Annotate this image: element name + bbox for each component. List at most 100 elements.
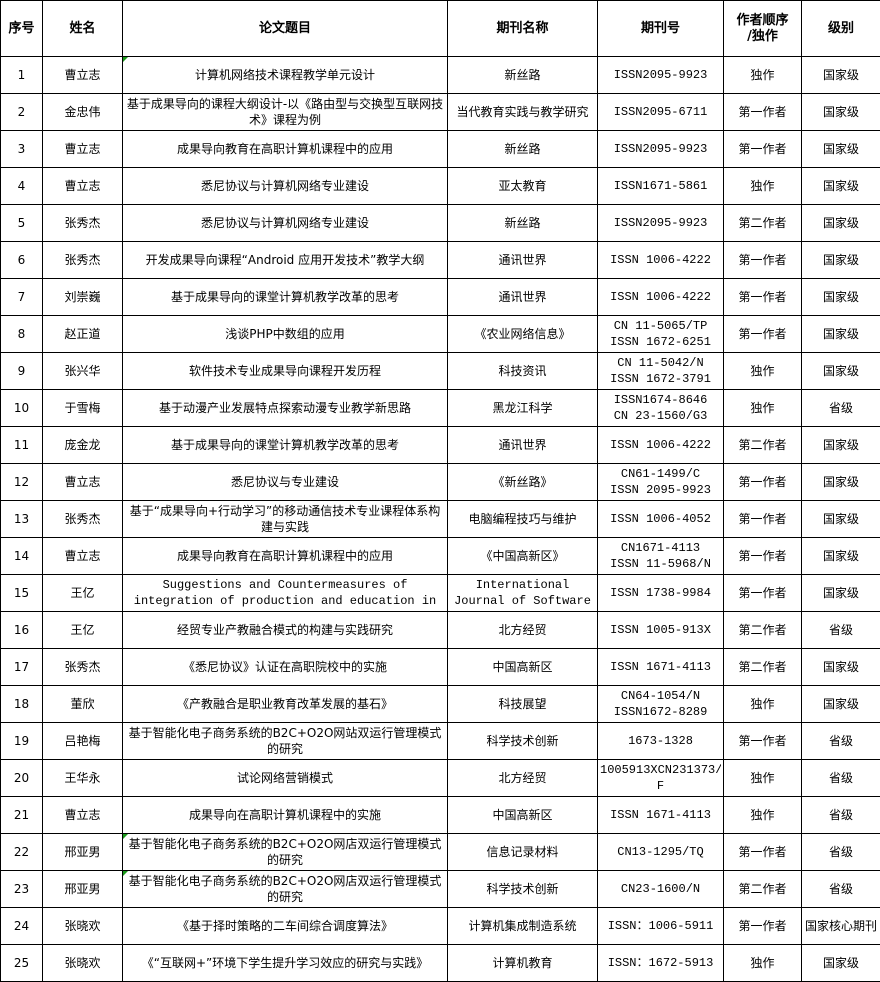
cell-no[interactable]: 1 [0,56,43,94]
cell-journal[interactable]: 北方经贸 [447,759,598,797]
cell-name[interactable]: 张晓欢 [42,944,123,982]
cell-issn[interactable]: ISSN 1671-4113 [597,796,724,834]
cell-title[interactable]: 悉尼协议与计算机网络专业建设 [122,204,448,242]
cell-journal[interactable]: 新丝路 [447,130,598,168]
cell-issn[interactable]: CN23-1600/N [597,870,724,908]
cell-author-order[interactable]: 第一作者 [723,93,802,131]
cell-no[interactable]: 3 [0,130,43,168]
cell-journal[interactable]: 计算机集成制造系统 [447,907,598,945]
cell-level[interactable]: 国家级 [801,352,880,390]
cell-title[interactable]: 经贸专业产教融合模式的构建与实践研究 [122,611,448,649]
cell-level[interactable]: 省级 [801,759,880,797]
cell-title[interactable]: 《产教融合是职业教育改革发展的基石》 [122,685,448,723]
cell-author-order[interactable]: 第二作者 [723,648,802,686]
cell-level[interactable]: 国家级 [801,241,880,279]
cell-title[interactable]: 基于成果导向的课堂计算机教学改革的思考 [122,426,448,464]
cell-no[interactable]: 17 [0,648,43,686]
cell-level[interactable]: 国家级 [801,685,880,723]
cell-name[interactable]: 曹立志 [42,130,123,168]
cell-name[interactable]: 邢亚男 [42,870,123,908]
cell-level[interactable]: 国家级 [801,167,880,205]
cell-name[interactable]: 王亿 [42,611,123,649]
cell-name[interactable]: 张秀杰 [42,500,123,538]
cell-level[interactable]: 省级 [801,389,880,427]
cell-title[interactable]: 软件技术专业成果导向课程开发历程 [122,352,448,390]
cell-issn[interactable]: ISSN2095-9923 [597,130,724,168]
cell-title[interactable]: 基于智能化电子商务系统的B2C+O2O网店双运行管理模式的研究 [122,833,448,871]
cell-issn[interactable]: ISSN：1006-5911 [597,907,724,945]
cell-journal[interactable]: 北方经贸 [447,611,598,649]
cell-level[interactable]: 国家级 [801,648,880,686]
cell-title[interactable]: 《悉尼协议》认证在高职院校中的实施 [122,648,448,686]
cell-journal[interactable]: 当代教育实践与教学研究 [447,93,598,131]
cell-author-order[interactable]: 第一作者 [723,574,802,612]
cell-no[interactable]: 4 [0,167,43,205]
cell-level[interactable]: 省级 [801,870,880,908]
cell-issn[interactable]: CN 11-5065/TP ISSN 1672-6251 [597,315,724,353]
cell-journal[interactable]: 《新丝路》 [447,463,598,501]
cell-level[interactable]: 省级 [801,611,880,649]
cell-no[interactable]: 5 [0,204,43,242]
cell-title[interactable]: 浅谈PHP中数组的应用 [122,315,448,353]
cell-name[interactable]: 刘崇巍 [42,278,123,316]
cell-name[interactable]: 董欣 [42,685,123,723]
cell-title[interactable]: 成果导向在高职计算机课程中的实施 [122,796,448,834]
cell-title[interactable]: 成果导向教育在高职计算机课程中的应用 [122,130,448,168]
cell-journal[interactable]: 新丝路 [447,56,598,94]
cell-author-order[interactable]: 第一作者 [723,907,802,945]
cell-title[interactable]: 基于动漫产业发展特点探索动漫专业教学新思路 [122,389,448,427]
cell-journal[interactable]: 《中国高新区》 [447,537,598,575]
cell-no[interactable]: 11 [0,426,43,464]
cell-title[interactable]: 基于成果导向的课程大纲设计-以《路由型与交换型互联网技术》课程为例 [122,93,448,131]
cell-no[interactable]: 10 [0,389,43,427]
cell-no[interactable]: 25 [0,944,43,982]
cell-issn[interactable]: ISSN 1006-4052 [597,500,724,538]
cell-name[interactable]: 张兴华 [42,352,123,390]
cell-journal[interactable]: 新丝路 [447,204,598,242]
cell-issn[interactable]: 1005913XCN231373/ F [597,759,724,797]
cell-author-order[interactable]: 第一作者 [723,278,802,316]
cell-issn[interactable]: ISSN：1672-5913 [597,944,724,982]
cell-author-order[interactable]: 独作 [723,352,802,390]
cell-issn[interactable]: ISSN 1006-4222 [597,241,724,279]
cell-no[interactable]: 19 [0,722,43,760]
cell-level[interactable]: 国家级 [801,278,880,316]
cell-level[interactable]: 国家级 [801,574,880,612]
cell-title[interactable]: 基于智能化电子商务系统的B2C+O2O网店双运行管理模式的研究 [122,870,448,908]
cell-title[interactable]: 基于成果导向的课堂计算机教学改革的思考 [122,278,448,316]
cell-issn[interactable]: 1673-1328 [597,722,724,760]
cell-name[interactable]: 曹立志 [42,537,123,575]
cell-title[interactable]: 基于智能化电子商务系统的B2C+O2O网站双运行管理模式的研究 [122,722,448,760]
cell-journal[interactable]: 科技展望 [447,685,598,723]
cell-name[interactable]: 曹立志 [42,463,123,501]
cell-author-order[interactable]: 第一作者 [723,537,802,575]
cell-journal[interactable]: 黑龙江科学 [447,389,598,427]
cell-level[interactable]: 省级 [801,796,880,834]
cell-title[interactable]: 计算机网络技术课程教学单元设计 [122,56,448,94]
cell-title[interactable]: 悉尼协议与专业建设 [122,463,448,501]
cell-author-order[interactable]: 第二作者 [723,870,802,908]
cell-issn[interactable]: ISSN2095-6711 [597,93,724,131]
cell-level[interactable]: 国家核心期刊 [801,907,880,945]
cell-author-order[interactable]: 第一作者 [723,315,802,353]
cell-no[interactable]: 21 [0,796,43,834]
cell-level[interactable]: 国家级 [801,463,880,501]
cell-no[interactable]: 16 [0,611,43,649]
cell-journal[interactable]: 中国高新区 [447,648,598,686]
cell-no[interactable]: 7 [0,278,43,316]
cell-journal[interactable]: 中国高新区 [447,796,598,834]
cell-no[interactable]: 23 [0,870,43,908]
cell-journal[interactable]: 《农业网络信息》 [447,315,598,353]
cell-author-order[interactable]: 第二作者 [723,611,802,649]
cell-issn[interactable]: ISSN1671-5861 [597,167,724,205]
cell-author-order[interactable]: 独作 [723,759,802,797]
cell-journal[interactable]: 通讯世界 [447,278,598,316]
cell-name[interactable]: 张秀杰 [42,648,123,686]
cell-author-order[interactable]: 第一作者 [723,463,802,501]
cell-name[interactable]: 张晓欢 [42,907,123,945]
cell-author-order[interactable]: 第一作者 [723,241,802,279]
cell-author-order[interactable]: 第一作者 [723,130,802,168]
cell-level[interactable]: 国家级 [801,130,880,168]
cell-level[interactable]: 国家级 [801,500,880,538]
cell-author-order[interactable]: 独作 [723,796,802,834]
